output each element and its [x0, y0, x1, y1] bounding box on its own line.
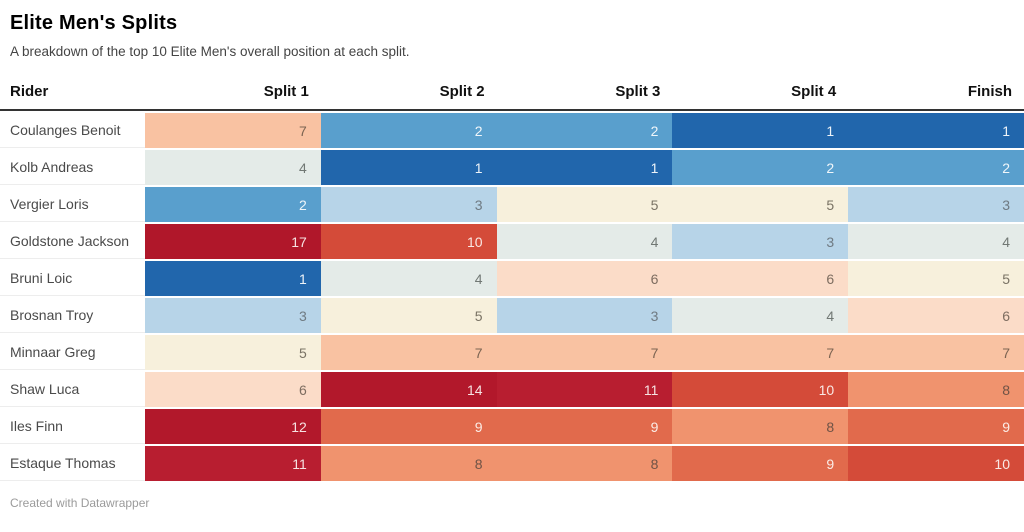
column-header-split1: Split 1 [263, 83, 309, 100]
table-row: Kolb Andreas 4 1 1 2 2 [0, 150, 1024, 185]
rider-name: Shaw Luca [0, 372, 145, 407]
heatmap-cell-split4: 4 [672, 298, 849, 333]
heatmap-cell-split3: 6 [496, 261, 673, 296]
table-row: Shaw Luca 6 14 11 10 8 [0, 372, 1024, 407]
table-header-row: Rider Split 1 Split 2 Split 3 Split 4 Fi… [0, 83, 1024, 111]
table-row: Coulanges Benoit 7 2 2 1 1 [0, 113, 1024, 148]
rider-name: Bruni Loic [0, 261, 145, 296]
heatmap-cell-split2: 7 [320, 335, 497, 370]
table-body: Coulanges Benoit 7 2 2 1 1 Kolb Andreas … [0, 113, 1024, 481]
table-row: Brosnan Troy 3 5 3 4 6 [0, 298, 1024, 333]
heatmap-cell-split4: 1 [672, 113, 849, 148]
heatmap-cell-split2: 14 [320, 372, 497, 407]
heatmap-cell-split4: 10 [672, 372, 849, 407]
rider-name: Goldstone Jackson [0, 224, 145, 259]
heatmap-cell-finish: 2 [848, 150, 1024, 185]
column-header-finish: Finish [967, 83, 1012, 100]
heatmap-cell-split1: 2 [145, 187, 321, 222]
heatmap-cell-finish: 3 [848, 187, 1024, 222]
heatmap-cell-finish: 1 [848, 113, 1024, 148]
heatmap-cell-split1: 1 [145, 261, 321, 296]
table-row: Iles Finn 12 9 9 8 9 [0, 409, 1024, 444]
heatmap-cell-split1: 4 [145, 150, 321, 185]
heatmap-cell-split2: 5 [320, 298, 497, 333]
heatmap-cell-split3: 5 [496, 187, 673, 222]
heatmap-cell-split4: 2 [672, 150, 849, 185]
chart-subtitle: A breakdown of the top 10 Elite Men's ov… [10, 44, 410, 59]
heatmap-cell-split4: 9 [672, 446, 849, 481]
heatmap-cell-split1: 12 [145, 409, 321, 444]
column-header-split3: Split 3 [615, 83, 661, 100]
heatmap-cell-split4: 5 [672, 187, 849, 222]
heatmap-cell-split2: 3 [320, 187, 497, 222]
heatmap-cell-split2: 9 [320, 409, 497, 444]
heatmap-cell-split1: 6 [145, 372, 321, 407]
heatmap-cell-split3: 8 [496, 446, 673, 481]
heatmap-cell-split1: 5 [145, 335, 321, 370]
heatmap-cell-split4: 6 [672, 261, 849, 296]
heatmap-cell-finish: 6 [848, 298, 1024, 333]
table-row: Estaque Thomas 11 8 8 9 10 [0, 446, 1024, 481]
column-header-rider: Rider [10, 83, 49, 100]
heatmap-cell-split2: 10 [320, 224, 497, 259]
table-row: Vergier Loris 2 3 5 5 3 [0, 187, 1024, 222]
column-header-split2: Split 2 [439, 83, 485, 100]
column-header-split4: Split 4 [791, 83, 837, 100]
heatmap-cell-split3: 7 [496, 335, 673, 370]
heatmap-cell-finish: 5 [848, 261, 1024, 296]
heatmap-cell-finish: 4 [848, 224, 1024, 259]
heatmap-cell-split4: 7 [672, 335, 849, 370]
heatmap-cell-split3: 11 [496, 372, 673, 407]
heatmap-cell-finish: 9 [848, 409, 1024, 444]
rider-name: Minnaar Greg [0, 335, 145, 370]
heatmap-cell-split2: 4 [320, 261, 497, 296]
rider-name: Vergier Loris [0, 187, 145, 222]
heatmap-cell-split3: 4 [496, 224, 673, 259]
table-row: Bruni Loic 1 4 6 6 5 [0, 261, 1024, 296]
heatmap-cell-finish: 7 [848, 335, 1024, 370]
heatmap-cell-split1: 17 [145, 224, 321, 259]
datawrapper-chart: Elite Men's Splits A breakdown of the to… [0, 12, 1024, 510]
heatmap-cell-split3: 2 [496, 113, 673, 148]
heatmap-cell-split1: 3 [145, 298, 321, 333]
rider-name: Brosnan Troy [0, 298, 145, 333]
heatmap-cell-finish: 10 [848, 446, 1024, 481]
table-row: Minnaar Greg 5 7 7 7 7 [0, 335, 1024, 370]
heatmap-cell-split2: 1 [320, 150, 497, 185]
heatmap-cell-split1: 11 [145, 446, 321, 481]
rider-name: Iles Finn [0, 409, 145, 444]
heatmap-cell-split4: 8 [672, 409, 849, 444]
heatmap-cell-split3: 1 [496, 150, 673, 185]
heatmap-cell-split3: 3 [496, 298, 673, 333]
heatmap-cell-split3: 9 [496, 409, 673, 444]
heatmap-cell-split1: 7 [145, 113, 321, 148]
attribution-credit: Created with Datawrapper [10, 496, 150, 510]
heatmap-cell-split2: 8 [320, 446, 497, 481]
page-title: Elite Men's Splits [10, 12, 178, 34]
heatmap-cell-split4: 3 [672, 224, 849, 259]
rider-name: Coulanges Benoit [0, 113, 145, 148]
heatmap-cell-finish: 8 [848, 372, 1024, 407]
table-row: Goldstone Jackson 17 10 4 3 4 [0, 224, 1024, 259]
rider-name: Estaque Thomas [0, 446, 145, 481]
rider-name: Kolb Andreas [0, 150, 145, 185]
heatmap-cell-split2: 2 [320, 113, 497, 148]
